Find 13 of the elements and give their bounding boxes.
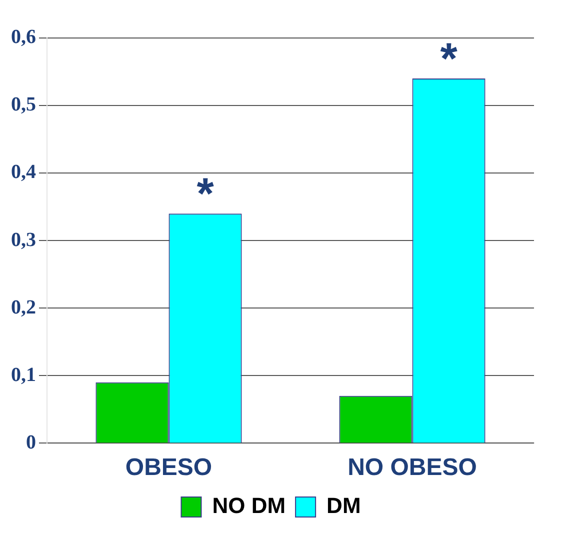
x-tick-label: NO OBESO [348,454,477,482]
annotation: * [440,34,458,84]
y-tick-label: 0,5 [11,94,36,116]
x-tick-label: OBESO [125,454,212,482]
y-tick-label: 0,4 [11,161,36,184]
y-tick-label: 0,6 [11,26,36,48]
y-tick-label: 0 [26,431,36,454]
legend-label: NO DM [212,493,286,518]
y-tick-label: 0,2 [11,296,36,318]
annotation: * [196,170,215,219]
y-tick-label: 0,1 [11,364,36,386]
legend-label: DM [326,493,361,518]
y-tick-label: 0,3 [11,228,36,251]
